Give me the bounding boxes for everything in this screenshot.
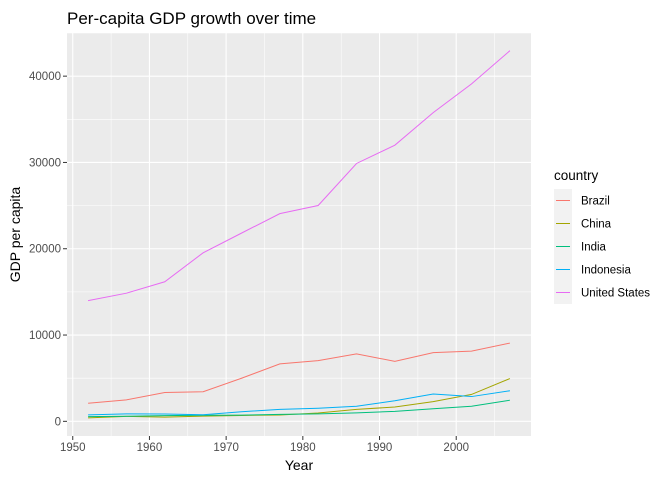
series-line-united-states	[87, 50, 511, 302]
series-line-brazil	[88, 342, 511, 404]
series-line-indonesia	[88, 390, 510, 416]
legend-label-united-states: United States	[581, 288, 650, 300]
y-tick-label: 10000	[29, 330, 61, 342]
legend-title: country	[554, 168, 599, 183]
x-tick-label: 1990	[367, 442, 393, 454]
x-tick-label: 1970	[213, 442, 239, 454]
legend: country Brazil China India Indonesia United …	[554, 168, 650, 304]
legend-label-india: India	[581, 242, 607, 254]
chart-title: Per-capita GDP growth over time	[67, 9, 316, 28]
legend-label-indonesia: Indonesia	[581, 265, 631, 277]
minor-gridlines	[67, 32, 531, 436]
major-gridlines	[67, 33, 531, 436]
x-tick-label: 1980	[290, 442, 316, 454]
x-axis: 1950 1960 1970 1980 1990 2000	[60, 436, 469, 454]
y-tick-label: 30000	[29, 157, 61, 169]
y-axis-title: GDP per capita	[7, 187, 23, 283]
plot-panel	[67, 33, 531, 436]
x-tick-label: 1960	[137, 442, 163, 454]
y-axis: 0 10000 20000 30000 40000	[29, 71, 67, 428]
series-line-india	[88, 399, 510, 418]
series-lines	[87, 50, 511, 419]
legend-label-china: China	[581, 219, 612, 231]
x-tick-label: 1950	[60, 442, 86, 454]
y-tick-label: 0	[55, 416, 61, 428]
y-tick-label: 20000	[29, 244, 61, 256]
legend-label-brazil: Brazil	[581, 196, 610, 208]
y-tick-label: 40000	[29, 71, 61, 83]
x-axis-title: Year	[285, 457, 314, 473]
x-tick-label: 2000	[443, 442, 469, 454]
